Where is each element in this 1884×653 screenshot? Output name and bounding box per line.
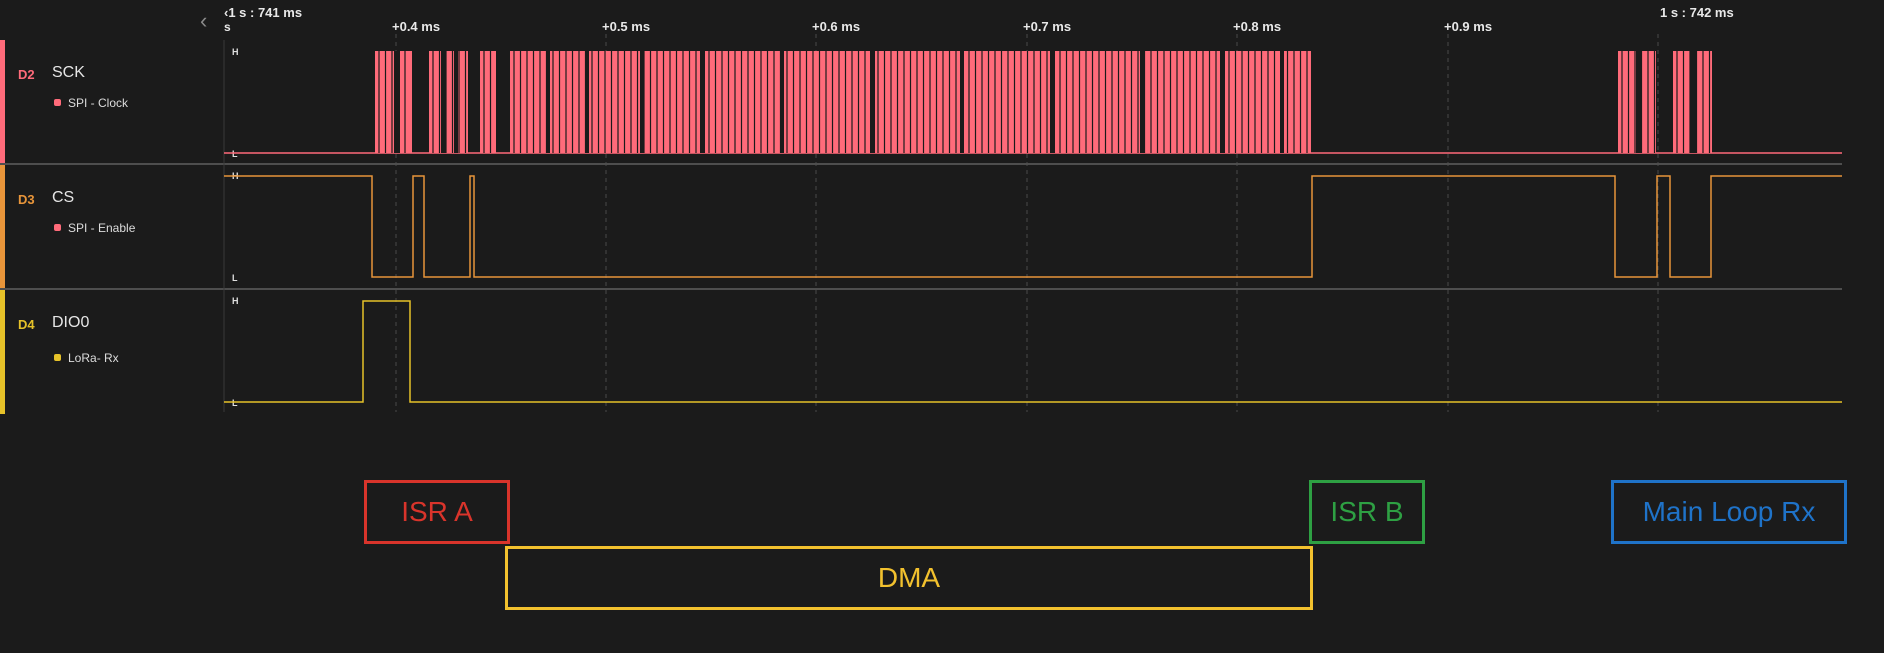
sck-high-label: H — [232, 47, 239, 57]
sck-gap — [1220, 51, 1225, 153]
sck-gap — [394, 51, 400, 153]
channel-color-strip — [0, 40, 5, 164]
channel-color-strip — [0, 290, 5, 414]
sck-gap — [1636, 51, 1642, 153]
channel-name: DIO0 — [52, 314, 90, 331]
sck-low-label: L — [232, 149, 238, 159]
sck-burst — [480, 51, 496, 153]
sck-gap — [454, 51, 458, 153]
ruler-start-label: ‹1 s : 741 ms — [224, 5, 303, 20]
sck-gap — [700, 51, 705, 153]
sck-gap — [870, 51, 875, 153]
chevron-left-icon[interactable]: ‹ — [200, 8, 208, 33]
sck-clock-bursts — [375, 51, 1712, 153]
ruler-tick-label: +0.8 ms — [1233, 19, 1282, 34]
channel-id: D4 — [18, 317, 35, 332]
ruler-tick-label: +0.6 ms — [812, 19, 861, 34]
sck-gap — [640, 51, 644, 153]
row-separators — [0, 40, 1842, 412]
ruler-end-label: 1 s : 742 ms — [1660, 5, 1734, 20]
sck-gap — [1280, 51, 1284, 153]
analyzer-dot-icon — [54, 224, 61, 231]
sck-gap — [585, 51, 589, 153]
analyzer-dot-icon — [54, 354, 61, 361]
ruler-gridlines — [395, 34, 1659, 412]
sck-burst — [375, 51, 412, 153]
sck-gap — [1140, 51, 1144, 153]
channel-row-dio0[interactable]: D4 DIO0 LoRa- Rx — [0, 290, 224, 414]
ruler-tick-label: +0.4 ms — [392, 19, 441, 34]
ruler-tick-label: +0.7 ms — [1023, 19, 1072, 34]
annotation-isr-a: ISR A — [364, 480, 510, 544]
channel-name: CS — [52, 189, 75, 206]
channel-analyzer-label: SPI - Clock — [54, 96, 128, 110]
sck-gap — [960, 51, 964, 153]
annotation-main-loop-rx: Main Loop Rx — [1611, 480, 1847, 544]
channel-id: D2 — [18, 67, 35, 82]
cs-low-label: L — [232, 273, 238, 283]
sck-gap — [1690, 51, 1696, 153]
analyzer-name: SPI - Clock — [68, 96, 129, 110]
ruler-tick-label: +0.5 ms — [602, 19, 651, 34]
analyzer-name: LoRa- Rx — [68, 351, 119, 365]
sck-gap — [780, 51, 784, 153]
analyzer-dot-icon — [54, 99, 61, 106]
channel-color-strip — [0, 165, 5, 289]
channel-row-sck[interactable]: D2 SCK SPI - Clock — [0, 40, 224, 164]
sck-burst — [429, 51, 468, 153]
dio0-low-label: L — [232, 398, 238, 408]
channel-name: SCK — [52, 64, 85, 81]
annotation-isr-b: ISR B — [1309, 480, 1425, 544]
dio0-waveform — [224, 300, 1842, 403]
annotation-dma: DMA — [505, 546, 1313, 610]
channel-analyzer-label: SPI - Enable — [54, 221, 135, 235]
ruler-tick-label: +0.9 ms — [1444, 19, 1493, 34]
sck-gap — [441, 51, 446, 153]
dio0-high-label: H — [232, 296, 239, 306]
channel-analyzer-label: LoRa- Rx — [54, 351, 119, 365]
sck-gap — [546, 51, 550, 153]
channel-row-cs[interactable]: D3 CS SPI - Enable — [0, 165, 224, 289]
cs-waveform — [224, 175, 1842, 278]
ruler-start-sublabel: s — [224, 20, 231, 34]
analyzer-name: SPI - Enable — [68, 221, 136, 235]
sck-gap — [1050, 51, 1055, 153]
channel-id: D3 — [18, 192, 35, 207]
